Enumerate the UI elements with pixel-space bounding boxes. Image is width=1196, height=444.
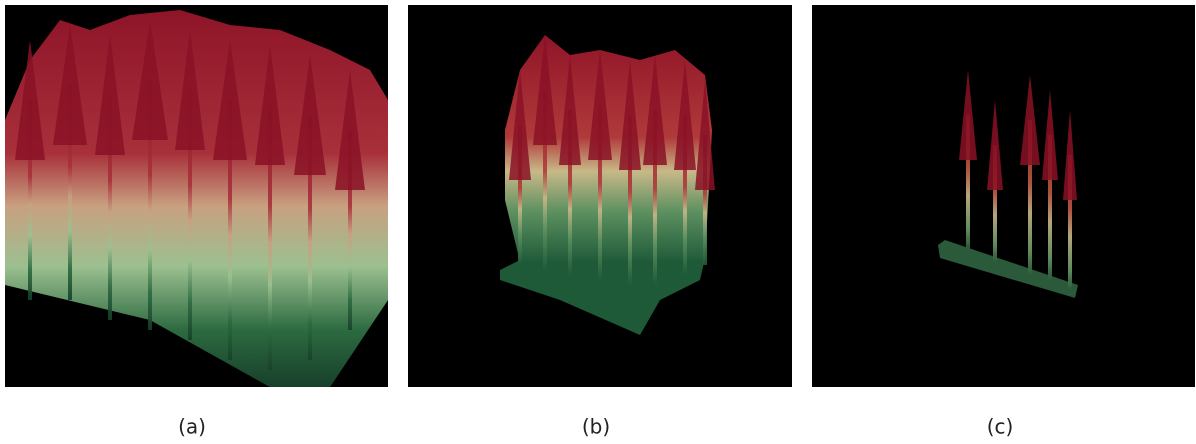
panel-label: (b) [582, 415, 610, 439]
panel-label: (a) [178, 415, 206, 439]
page: {"panels": [{"label": "(a)"}, {"label": … [0, 0, 1196, 444]
panel-label: (c) [987, 415, 1014, 439]
figure: (a) (b) (c) [0, 0, 1196, 444]
panel-image [812, 5, 1195, 387]
